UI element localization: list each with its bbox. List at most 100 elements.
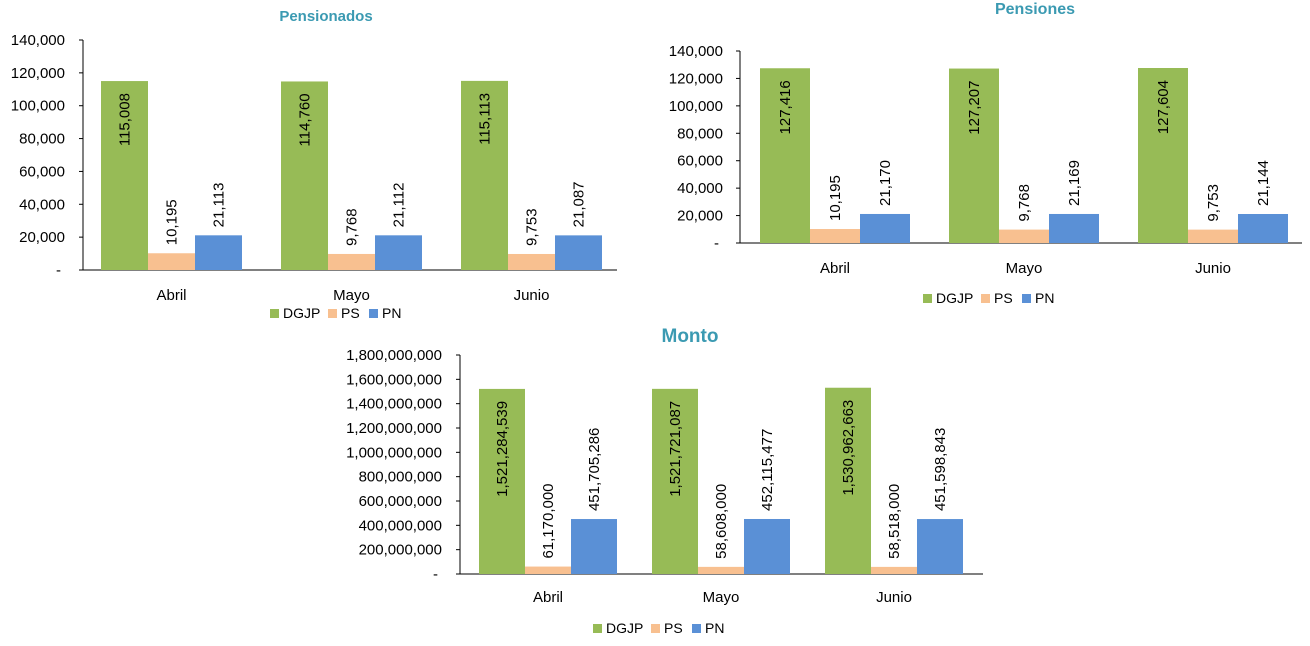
y-tick-label: 400,000,000 xyxy=(359,517,442,534)
legend-label-pn: PN xyxy=(705,620,724,636)
chart-title: Pensionados xyxy=(279,8,372,25)
legend: DGJP PS PN xyxy=(923,290,1054,306)
y-tick-label: 40,000 xyxy=(677,180,723,197)
bar-dgjp-mayo xyxy=(949,68,999,244)
bar-pn-abril xyxy=(195,235,242,270)
legend-label-pn: PN xyxy=(382,305,401,321)
bar-ps-junio xyxy=(871,566,917,574)
data-label: 9,753 xyxy=(1205,184,1222,222)
bar-dgjp-junio xyxy=(1138,68,1188,243)
y-tick-label: 80,000 xyxy=(19,131,65,148)
bar-ps-mayo xyxy=(999,229,1049,243)
y-tick-label: 1,400,000,000 xyxy=(346,396,442,413)
legend: DGJP PS PN xyxy=(270,305,401,321)
data-label: 21,087 xyxy=(571,181,588,227)
x-category-label: Junio xyxy=(876,589,912,606)
bar-ps-mayo xyxy=(328,253,375,270)
bar-dgjp-mayo xyxy=(652,388,698,574)
legend-swatch-ps xyxy=(651,624,660,633)
data-label: 9,768 xyxy=(344,208,361,246)
bar-pn-abril xyxy=(860,213,910,243)
legend-label-ps: PS xyxy=(664,620,683,636)
bar-ps-junio xyxy=(1188,229,1238,243)
y-tick-label: 60,000 xyxy=(677,153,723,170)
y-tick-label: 80,000 xyxy=(677,125,723,142)
bar-pn-junio xyxy=(1238,214,1288,243)
legend-swatch-pn xyxy=(369,309,378,318)
x-category-label: Junio xyxy=(1195,260,1231,277)
data-label: 21,169 xyxy=(1066,160,1083,206)
bar-pn-mayo xyxy=(375,235,422,270)
legend-swatch-ps xyxy=(328,309,337,318)
legend-swatch-dgjp xyxy=(270,309,279,318)
chart-title: Monto xyxy=(662,326,719,347)
chart-title: Pensiones xyxy=(995,1,1075,18)
bar-pn-mayo xyxy=(744,518,790,574)
bar-ps-abril xyxy=(525,566,571,574)
data-label: 10,195 xyxy=(827,175,844,221)
y-tick-label: - xyxy=(56,262,61,279)
data-label: 127,604 xyxy=(1155,80,1172,134)
y-tick-label: 60,000 xyxy=(19,163,65,180)
y-tick-label: 120,000 xyxy=(11,65,65,82)
bar-pn-abril xyxy=(571,519,617,574)
chart-pensiones: Pensiones - 20,000 40,000 60,000 80,000 100,00… xyxy=(669,1,1302,306)
bar-pn-junio xyxy=(555,235,602,270)
bar-dgjp-abril xyxy=(479,388,525,574)
data-label: 21,144 xyxy=(1255,160,1272,206)
data-label: 451,598,843 xyxy=(932,428,949,511)
y-tick-label: 1,200,000,000 xyxy=(346,420,442,437)
x-category-label: Abril xyxy=(533,589,563,606)
x-category-label: Abril xyxy=(820,260,850,277)
bar-ps-abril xyxy=(810,229,860,243)
y-tick-label: 200,000,000 xyxy=(359,542,442,559)
data-label: 452,115,477 xyxy=(759,429,776,511)
y-tick-label: 20,000 xyxy=(19,229,65,246)
data-label: 21,112 xyxy=(391,183,408,228)
data-label: 127,416 xyxy=(777,80,794,134)
legend-label-dgjp: DGJP xyxy=(283,305,320,321)
y-tick-label: 1,000,000,000 xyxy=(346,444,442,461)
data-label: 58,608,000 xyxy=(713,484,730,559)
y-tick-label: 140,000 xyxy=(669,43,723,60)
legend-label-dgjp: DGJP xyxy=(606,620,643,636)
chart-monto: Monto - 200,000,000 400,000,000 600,000,000 8… xyxy=(346,326,983,636)
legend-swatch-pn xyxy=(692,624,701,633)
x-category-label: Junio xyxy=(514,287,550,304)
y-tick-label: 120,000 xyxy=(669,70,723,87)
legend-label-pn: PN xyxy=(1035,290,1054,306)
bar-ps-mayo xyxy=(698,566,744,574)
y-tick-label: 1,600,000,000 xyxy=(346,371,442,388)
legend-label-ps: PS xyxy=(341,305,360,321)
legend-label-ps: PS xyxy=(994,290,1013,306)
legend-swatch-pn xyxy=(1022,294,1031,303)
bar-ps-abril xyxy=(148,253,195,270)
data-label: 115,008 xyxy=(117,93,134,146)
legend-label-dgjp: DGJP xyxy=(936,290,973,306)
data-label: 21,170 xyxy=(877,160,894,206)
y-tick-label: 100,000 xyxy=(669,98,723,115)
data-label: 127,207 xyxy=(966,81,983,135)
y-tick-label: 20,000 xyxy=(677,208,723,225)
chart-pensionados: Pensionados - 20,000 40,000 60,000 80,000 100,… xyxy=(11,8,617,321)
bar-dgjp-abril xyxy=(760,68,810,243)
y-tick-label: 800,000,000 xyxy=(359,469,442,486)
bar-dgjp-abril xyxy=(101,81,148,270)
data-label: 1,521,721,087 xyxy=(667,401,684,497)
bar-ps-junio xyxy=(508,253,555,270)
legend-swatch-dgjp xyxy=(593,624,602,633)
data-label: 9,768 xyxy=(1016,184,1033,222)
legend-swatch-dgjp xyxy=(923,294,932,303)
legend-swatch-ps xyxy=(981,294,990,303)
data-label: 114,760 xyxy=(297,93,314,146)
data-label: 9,753 xyxy=(524,208,541,246)
y-tick-label: 1,800,000,000 xyxy=(346,347,442,364)
y-tick-label: 140,000 xyxy=(11,32,65,49)
y-tick-label: - xyxy=(433,566,438,583)
bar-dgjp-junio xyxy=(825,387,871,574)
data-label: 10,195 xyxy=(164,199,181,245)
data-label: 61,170,000 xyxy=(540,483,557,558)
bar-dgjp-mayo xyxy=(281,81,328,270)
y-tick-label: - xyxy=(714,235,719,252)
